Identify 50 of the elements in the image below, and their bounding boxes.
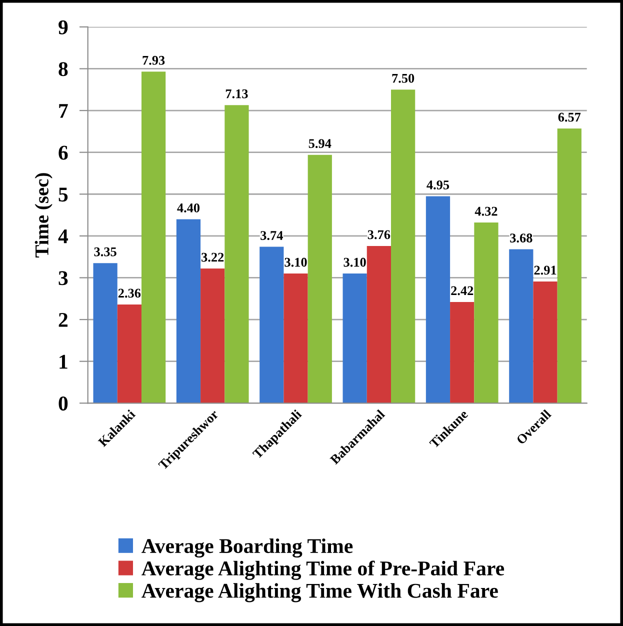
data-label: 3.10	[344, 258, 366, 267]
data-label: 6.57	[558, 112, 581, 122]
data-label: 3.22	[202, 252, 224, 262]
data-label: 4.32	[474, 206, 498, 216]
bar	[224, 105, 249, 404]
bar	[117, 304, 142, 404]
legend-label: Average Boarding Time	[142, 538, 353, 558]
data-label: 2.91	[534, 266, 556, 275]
bar	[176, 219, 201, 404]
bar	[391, 90, 416, 404]
y-tick-label: 8	[58, 62, 68, 76]
bar	[342, 274, 367, 404]
y-tick-label: 4	[58, 229, 68, 244]
data-label: 3.76	[368, 230, 390, 240]
y-tick-label: 9	[58, 20, 68, 34]
legend-label: Average Alighting Time With Cash Fare	[142, 583, 498, 602]
data-label: 2.42	[451, 286, 474, 296]
bar	[533, 282, 558, 404]
data-label: 5.94	[308, 139, 332, 148]
y-tick-label: 0	[58, 396, 68, 411]
bar	[284, 274, 308, 404]
data-label: 2.36	[118, 288, 141, 298]
bar	[426, 196, 450, 404]
bar	[366, 246, 391, 404]
bar	[93, 263, 118, 404]
bar	[474, 222, 498, 404]
y-tick-label: 7	[59, 104, 68, 118]
y-axis-title: Time (sec)	[34, 173, 52, 258]
data-label: 3.10	[284, 258, 307, 267]
y-tick-label: 1	[60, 354, 68, 369]
data-label: 7.93	[142, 56, 165, 65]
y-tick-label: 5	[58, 188, 68, 202]
data-label: 7.50	[392, 74, 414, 83]
bar	[260, 246, 284, 404]
y-tick-label: 2	[58, 312, 68, 327]
y-tick-label: 6	[58, 146, 68, 160]
data-label: 3.68	[510, 234, 532, 243]
bar	[557, 128, 582, 404]
legend-label: Average Alighting Time of Pre-Paid Fare	[142, 560, 504, 580]
bar	[141, 72, 166, 404]
data-label: 3.74	[260, 231, 283, 240]
data-label: 3.35	[94, 247, 116, 256]
data-label: 4.40	[177, 203, 200, 212]
bar	[200, 268, 225, 404]
data-label: 7.13	[226, 89, 248, 98]
bar	[450, 302, 474, 404]
data-label: 4.95	[426, 180, 450, 190]
bar	[308, 154, 332, 404]
bar	[509, 249, 534, 404]
y-tick-label: 3	[58, 271, 68, 286]
